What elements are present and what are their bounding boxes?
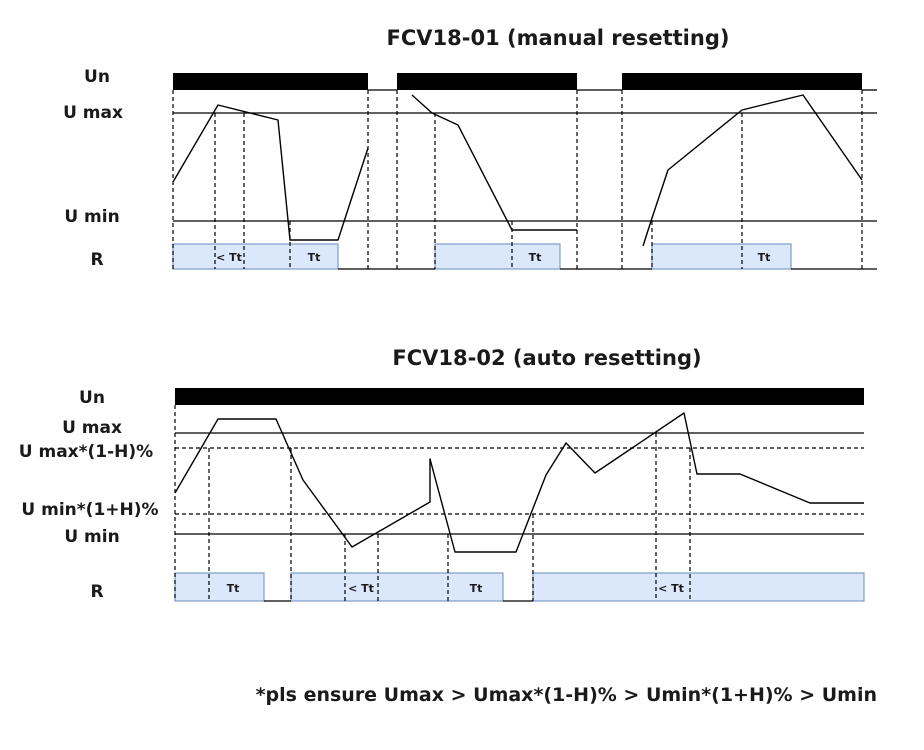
diagram2-time-markers [174, 405, 691, 601]
diagram2-tt-label: Tt [227, 582, 240, 595]
diagram1-supply-track [173, 73, 877, 91]
diagram1-label-r: R [90, 250, 103, 270]
diagram1-supply-bar-3 [622, 73, 862, 90]
diagram1-supply-bar-1 [173, 73, 368, 90]
diagram2-label-umin: U min [64, 527, 119, 547]
diagram1-voltage-segment-2 [411, 94, 577, 231]
diagram2-label-umin-h: U min*(1+H)% [21, 500, 158, 520]
diagram1-tt-label: Tt [529, 251, 542, 264]
diagram1-relay-box-3 [651, 243, 792, 270]
diagram2-voltage-waveform [174, 412, 864, 553]
diagram1-voltage-segment-1 [172, 104, 369, 241]
diagram2-relay-box-3 [532, 572, 865, 602]
diagram1-tt-label: Tt [758, 251, 771, 264]
diagram2-relay-box-2 [290, 572, 504, 602]
diagram1-relay-track: < Tt Tt Tt Tt [172, 243, 877, 270]
diagram1-relay-box-1 [172, 243, 339, 270]
diagram1-title: FCV18-01 (manual resetting) [387, 26, 730, 50]
diagram1-label-umin: U min [64, 207, 119, 227]
diagram2-supply-bar [175, 388, 864, 405]
diagram1-time-markers [172, 90, 863, 269]
diagram2-relay-box-1 [174, 572, 265, 602]
diagram1-supply-bar-2 [397, 73, 577, 90]
diagram1-tt-label: Tt [308, 251, 321, 264]
diagram2-label-un: Un [79, 388, 105, 408]
diagram2-relay-track: Tt < Tt Tt < Tt [174, 572, 865, 602]
diagram2-label-umax-h: U max*(1-H)% [19, 442, 153, 462]
diagram1-tt-label: < Tt [216, 251, 242, 264]
diagram1-voltage-segment-3 [642, 94, 863, 247]
diagram2-title: FCV18-02 (auto resetting) [392, 346, 701, 370]
diagram2-tt-label: Tt [470, 582, 483, 595]
diagram2-label-umax: U max [62, 418, 122, 438]
diagram2-tt-label: < Tt [658, 582, 684, 595]
diagram2-tt-label: < Tt [348, 582, 374, 595]
footnote: *pls ensure Umax > Umax*(1-H)% > Umin*(1… [256, 684, 877, 706]
diagram1-label-un: Un [84, 67, 110, 87]
diagram2-label-r: R [90, 582, 103, 602]
diagram1-voltage-waveform [172, 94, 863, 247]
diagram1-label-umax: U max [63, 103, 123, 123]
